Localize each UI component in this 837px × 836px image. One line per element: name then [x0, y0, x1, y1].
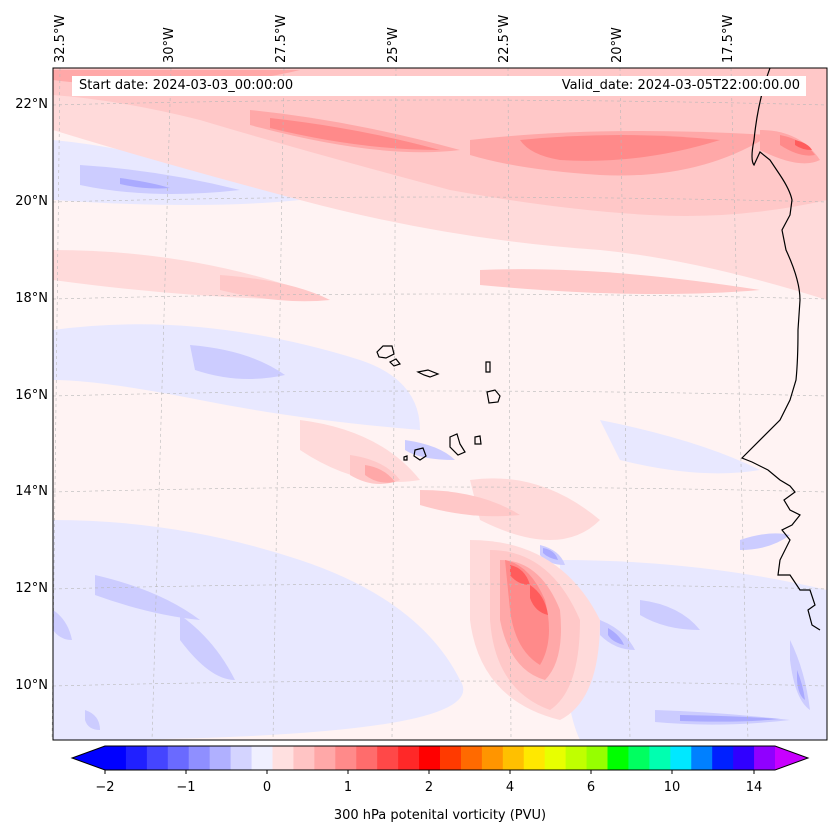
graticule	[51, 67, 828, 741]
colorbar-label: 300 hPa potenital vorticity (PVU)	[333, 808, 547, 823]
latitude-label: 22°N	[15, 97, 48, 112]
longitude-label: 22.5°W	[497, 14, 512, 63]
cape-verde-santiago	[449, 433, 466, 456]
cape-verde-sao-nicolau	[416, 369, 440, 378]
colorbar-segment	[251, 746, 274, 770]
colorbar-segment	[460, 746, 483, 770]
colorbar-segment	[628, 746, 650, 770]
cape-verde-fogo	[413, 447, 427, 461]
colorbar-tick-label: 4	[505, 780, 515, 795]
colorbar-segment	[544, 746, 567, 770]
colorbar-segment	[167, 746, 190, 770]
colorbar-segment	[125, 746, 148, 770]
latitude-label: 14°N	[15, 484, 48, 499]
colorbar-segment	[607, 746, 630, 770]
map-panel	[51, 67, 828, 741]
cape-verde-santo-antao	[376, 345, 395, 359]
colorbar-segment	[586, 746, 609, 770]
longitude-label: 17.5°W	[721, 14, 736, 63]
colorbar-outline	[70, 745, 810, 771]
longitude-label: 27.5°W	[274, 14, 289, 63]
longitude-label: 25°W	[386, 27, 401, 63]
colorbar-tick-label: 1	[343, 780, 353, 795]
colorbar-segment	[440, 746, 462, 770]
colorbar-segment	[502, 746, 525, 770]
colorbar-tick-label: 0	[262, 780, 272, 795]
colorbar-tick-label: 14	[745, 780, 763, 795]
colorbar-segment	[398, 746, 420, 770]
start-date-text: Start date: 2024-03-03_00:00:00	[79, 78, 294, 93]
colorbar-segment	[481, 746, 504, 770]
colorbar-segment	[523, 746, 546, 770]
valid-date-text: Valid_date: 2024-03-05T22:00:00.00	[561, 78, 800, 93]
colorbar-segment	[691, 746, 713, 770]
positive-pv-level4	[270, 118, 815, 665]
colorbar-segment	[733, 746, 755, 770]
colorbar-segment	[356, 746, 378, 770]
cape-verde-sao-vicente	[388, 358, 402, 367]
colorbar-segment	[272, 746, 295, 770]
colorbar-segment	[670, 746, 692, 770]
longitude-label: 20°W	[610, 27, 625, 63]
colorbar-segment	[377, 746, 399, 770]
colorbar-segment	[293, 746, 315, 770]
positive-pv-level5	[510, 140, 812, 615]
colorbar-segment	[335, 746, 357, 770]
colorbar-tick-label: −1	[176, 780, 196, 795]
colorbar-segment	[712, 746, 734, 770]
colorbar-tick-label: 10	[663, 780, 681, 795]
latitude-label: 10°N	[15, 678, 48, 693]
cape-verde-sal	[485, 361, 491, 373]
longitude-label: 32.5°W	[53, 14, 68, 63]
latitude-label: 12°N	[15, 581, 48, 596]
colorbar-segment	[565, 746, 588, 770]
latitude-label: 20°N	[15, 194, 48, 209]
colorbar-segment	[146, 746, 169, 770]
colorbar-segment	[314, 746, 336, 770]
cape-verde-boa-vista	[486, 389, 501, 404]
colorbar-segment	[209, 746, 232, 770]
longitude-label: 30°W	[162, 27, 177, 63]
colorbar-segment	[105, 746, 127, 770]
colorbar-segment	[754, 746, 776, 770]
coastline	[376, 67, 821, 631]
colorbar-over-arrow	[775, 746, 808, 770]
colorbar-segment	[419, 746, 441, 770]
colorbar-under-arrow	[72, 746, 105, 770]
colorbar-segment	[649, 746, 671, 770]
map-frame	[52, 67, 828, 741]
cape-verde-maio	[474, 435, 482, 445]
colorbar-segment	[188, 746, 211, 770]
colorbar	[70, 745, 810, 774]
africa-coastline	[740, 67, 821, 631]
colorbar-tick-label: 2	[424, 780, 434, 795]
colorbar-tick-label: 6	[586, 780, 596, 795]
date-info-bar: Start date: 2024-03-03_00:00:00 Valid_da…	[72, 76, 806, 96]
colorbar-tick-label: −2	[95, 780, 115, 795]
negative-pv-cores	[53, 165, 810, 730]
colorbar-segment	[230, 746, 253, 770]
latitude-label: 18°N	[15, 291, 48, 306]
cape-verde-brava	[403, 455, 408, 461]
latitude-label: 16°N	[15, 388, 48, 403]
